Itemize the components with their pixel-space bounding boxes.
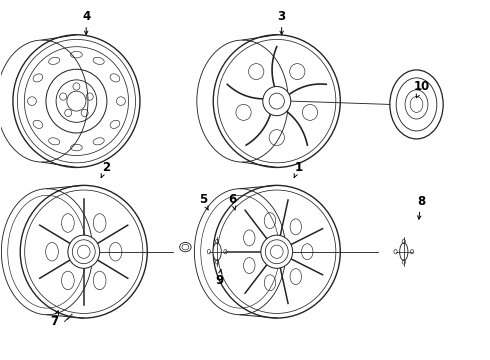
Ellipse shape	[400, 243, 408, 261]
Text: 6: 6	[229, 193, 237, 206]
Text: 5: 5	[199, 193, 208, 206]
Ellipse shape	[263, 86, 291, 116]
Text: 4: 4	[82, 10, 90, 23]
Ellipse shape	[405, 90, 428, 119]
Text: 1: 1	[294, 161, 303, 174]
Text: 10: 10	[414, 80, 430, 93]
Text: 9: 9	[215, 274, 223, 287]
Text: 7: 7	[50, 315, 58, 328]
Text: 3: 3	[277, 10, 286, 23]
Text: 2: 2	[102, 161, 110, 174]
Ellipse shape	[261, 235, 293, 268]
Text: 8: 8	[417, 195, 425, 208]
Ellipse shape	[68, 235, 99, 268]
Ellipse shape	[213, 243, 221, 261]
